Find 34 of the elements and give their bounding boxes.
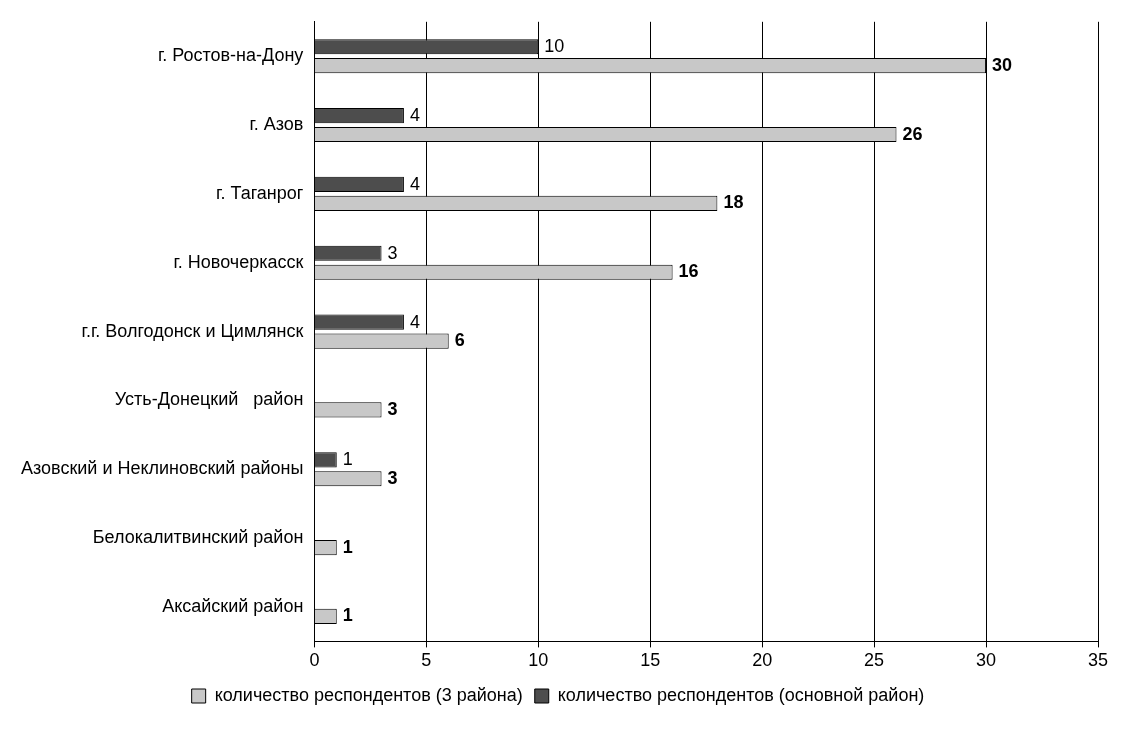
y-tick-label: г.г. Волгодонск и Цимлянск	[81, 320, 304, 341]
y-tick-label: Азовский и Неклиновский районы	[21, 458, 304, 479]
data-label: 10	[544, 36, 565, 57]
x-tick-label: 30	[976, 650, 997, 671]
y-tick-label: г. Новочеркасск	[173, 251, 304, 272]
x-tick-label: 20	[752, 650, 773, 671]
data-label: 3	[387, 242, 398, 263]
data-label: 3	[387, 467, 398, 488]
data-label: 4	[409, 173, 420, 194]
data-label: 26	[902, 123, 923, 144]
x-tick-label: 0	[309, 650, 320, 671]
data-label: 6	[454, 330, 465, 351]
legend-label: количество респондентов (3 района)	[214, 684, 523, 705]
x-tick-label: 5	[421, 650, 432, 671]
y-tick-label: г. Ростов-на-Дону	[157, 45, 304, 66]
y-tick-label: Аксайский район	[162, 595, 304, 616]
data-label: 1	[342, 605, 353, 626]
legend-label: количество респондентов (основной район)	[557, 684, 925, 705]
y-tick-label: Усть-Донецкий район	[114, 389, 304, 410]
x-tick-label: 35	[1087, 650, 1109, 671]
data-label: 30	[992, 54, 1013, 75]
data-label: 4	[409, 311, 420, 332]
y-tick-label: г. Таганрог	[216, 182, 304, 203]
x-tick-label: 15	[640, 650, 661, 671]
x-tick-label: 10	[528, 650, 549, 671]
data-label: 1	[342, 536, 353, 557]
data-label: 1	[342, 449, 353, 470]
x-tick-label: 25	[864, 650, 885, 671]
y-tick-label: г. Азов	[249, 114, 304, 135]
data-label: 3	[387, 398, 398, 419]
y-tick-label: Белокалитвинский район	[92, 527, 304, 548]
data-label: 4	[409, 105, 420, 126]
data-label: 18	[723, 192, 744, 213]
data-label: 16	[678, 261, 699, 282]
